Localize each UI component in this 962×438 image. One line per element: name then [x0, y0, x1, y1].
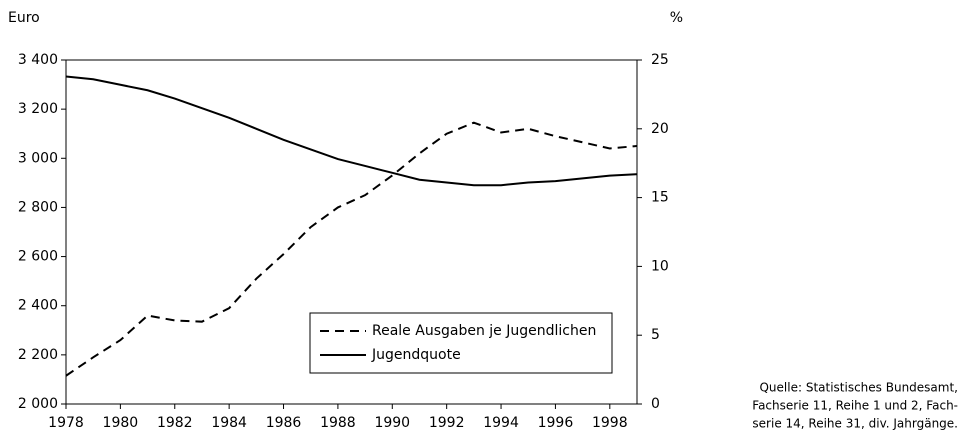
y2-axis-label: % [670, 10, 683, 26]
x-tick-label: 1984 [211, 415, 247, 431]
y2-tick-label: 20 [651, 121, 669, 137]
x-tick-label: 1998 [592, 415, 628, 431]
series-line [65, 121, 638, 377]
y2-tick-label: 5 [651, 327, 660, 343]
y-tick-label: 2 200 [18, 347, 58, 363]
y2-tick-label: 15 [651, 190, 669, 206]
x-tick-label: 1988 [320, 415, 356, 431]
x-tick-label: 1994 [483, 415, 519, 431]
source-line: Quelle: Statistisches Bundesamt, [759, 381, 958, 395]
y2-tick-label: 0 [651, 396, 660, 412]
y2-tick-label: 10 [651, 258, 669, 274]
x-tick-label: 1996 [538, 415, 574, 431]
x-tick-label: 1992 [429, 415, 465, 431]
x-tick-label: 1990 [374, 415, 410, 431]
series-line [65, 75, 638, 187]
x-tick-label: 1978 [48, 415, 84, 431]
y-tick-label: 2 800 [18, 199, 58, 215]
source-line: serie 14, Reihe 31, div. Jahrgänge. [752, 417, 958, 431]
y-tick-label: 3 000 [18, 150, 58, 166]
x-tick-label: 1986 [266, 415, 302, 431]
y-tick-label: 3 400 [18, 52, 58, 68]
legend-box [309, 312, 613, 374]
y-tick-label: 2 600 [18, 249, 58, 265]
legend-label: Reale Ausgaben je Jugendlichen [372, 323, 596, 339]
plot-frame [65, 59, 638, 405]
y-axis-label: Euro [8, 10, 40, 26]
y2-tick-label: 25 [651, 52, 669, 68]
x-tick-label: 1980 [103, 415, 139, 431]
y-tick-label: 2 000 [18, 396, 58, 412]
y-tick-label: 2 400 [18, 298, 58, 314]
source-line: Fachserie 11, Reihe 1 und 2, Fach- [752, 399, 958, 413]
y-tick-label: 3 200 [18, 101, 58, 117]
legend-label: Jugendquote [371, 347, 461, 363]
x-tick-label: 1982 [157, 415, 193, 431]
